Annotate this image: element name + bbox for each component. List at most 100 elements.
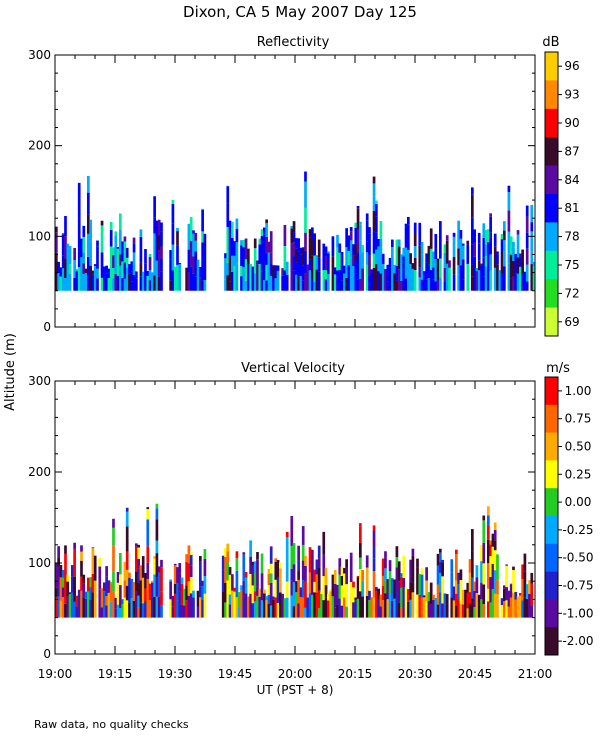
colorbar-label: 0.50 [565, 440, 592, 454]
data-cell [443, 281, 447, 291]
data-cell [157, 276, 161, 291]
data-cell [160, 591, 163, 606]
data-cell [370, 269, 374, 291]
data-cell [91, 270, 95, 275]
data-cell [123, 278, 127, 291]
data-cell [384, 557, 387, 569]
data-cell [356, 252, 360, 280]
data-cell [272, 596, 275, 600]
data-cell [388, 593, 392, 618]
data-cell [285, 581, 289, 598]
data-cell [100, 252, 104, 278]
data-cell [279, 568, 282, 593]
data-cell [372, 210, 376, 232]
data-cell [75, 606, 79, 618]
data-cell [247, 248, 250, 265]
data-cell [429, 604, 433, 618]
data-cell [368, 275, 371, 291]
data-cell [251, 266, 255, 268]
data-cell [313, 233, 316, 256]
data-cell [402, 602, 406, 618]
data-cell [180, 584, 184, 605]
data-cell [125, 585, 129, 601]
data-cell [345, 277, 348, 291]
data-cell [155, 508, 159, 520]
data-cell [461, 589, 465, 593]
data-cell [317, 271, 321, 291]
data-cell [523, 571, 527, 598]
data-cell [139, 602, 143, 618]
data-cell [352, 587, 355, 603]
data-cell [477, 270, 481, 291]
data-cell [64, 545, 67, 554]
data-cell [375, 203, 378, 217]
data-cell [75, 269, 79, 272]
data-cell [407, 589, 410, 602]
data-cell [372, 597, 376, 618]
data-cell [477, 232, 481, 244]
data-cell [402, 555, 406, 579]
data-cell [77, 182, 81, 199]
data-cell [253, 601, 257, 618]
data-cell [331, 236, 335, 257]
data-cell [333, 274, 337, 291]
data-cell [107, 580, 111, 593]
data-cell [290, 568, 294, 581]
data-cell [512, 592, 515, 618]
data-cell [203, 549, 207, 559]
data-cell [304, 555, 307, 566]
data-cell [427, 592, 431, 602]
colorbar-frame [544, 376, 559, 656]
data-cell [226, 580, 230, 596]
data-cell [359, 557, 362, 570]
data-cell [231, 255, 234, 272]
data-cell [500, 605, 504, 618]
data-cell [231, 574, 234, 591]
data-cell [295, 262, 298, 275]
data-cell [306, 264, 310, 291]
data-cell [354, 600, 358, 618]
data-cell [82, 252, 86, 264]
data-cell [233, 242, 236, 256]
data-cell [77, 198, 81, 219]
data-cell [146, 270, 150, 276]
data-cell [125, 526, 129, 552]
data-cell [260, 600, 264, 618]
data-cell [73, 576, 76, 602]
data-cell [311, 255, 314, 281]
data-cell [116, 275, 120, 291]
data-cell [269, 573, 273, 583]
data-cell [132, 274, 136, 291]
data-cell [391, 247, 394, 272]
data-cell [530, 264, 534, 291]
data-cell [466, 592, 470, 609]
data-cell [98, 566, 102, 590]
data-cell [301, 247, 305, 249]
data-cell [466, 263, 470, 291]
data-cell [231, 221, 234, 238]
data-cell [507, 606, 511, 618]
data-cell [73, 542, 76, 550]
data-cell [228, 567, 232, 575]
data-cell [370, 597, 374, 618]
data-cell [301, 544, 305, 561]
data-cell [507, 590, 511, 607]
data-cell [466, 244, 470, 264]
data-cell [121, 261, 124, 278]
data-cell [157, 572, 161, 598]
data-cell [324, 597, 328, 618]
data-cell [128, 577, 131, 603]
data-cell [199, 267, 202, 278]
data-cell [157, 219, 161, 235]
data-cell [224, 602, 227, 618]
data-cell [132, 237, 136, 244]
data-cell [425, 279, 428, 291]
data-cell [379, 228, 383, 239]
data-cell [434, 248, 438, 259]
data-cell [80, 576, 83, 591]
data-cell [354, 273, 358, 291]
data-cell [356, 575, 360, 578]
data-cell [507, 185, 511, 193]
data-cell [521, 273, 524, 291]
data-cell [292, 270, 296, 291]
